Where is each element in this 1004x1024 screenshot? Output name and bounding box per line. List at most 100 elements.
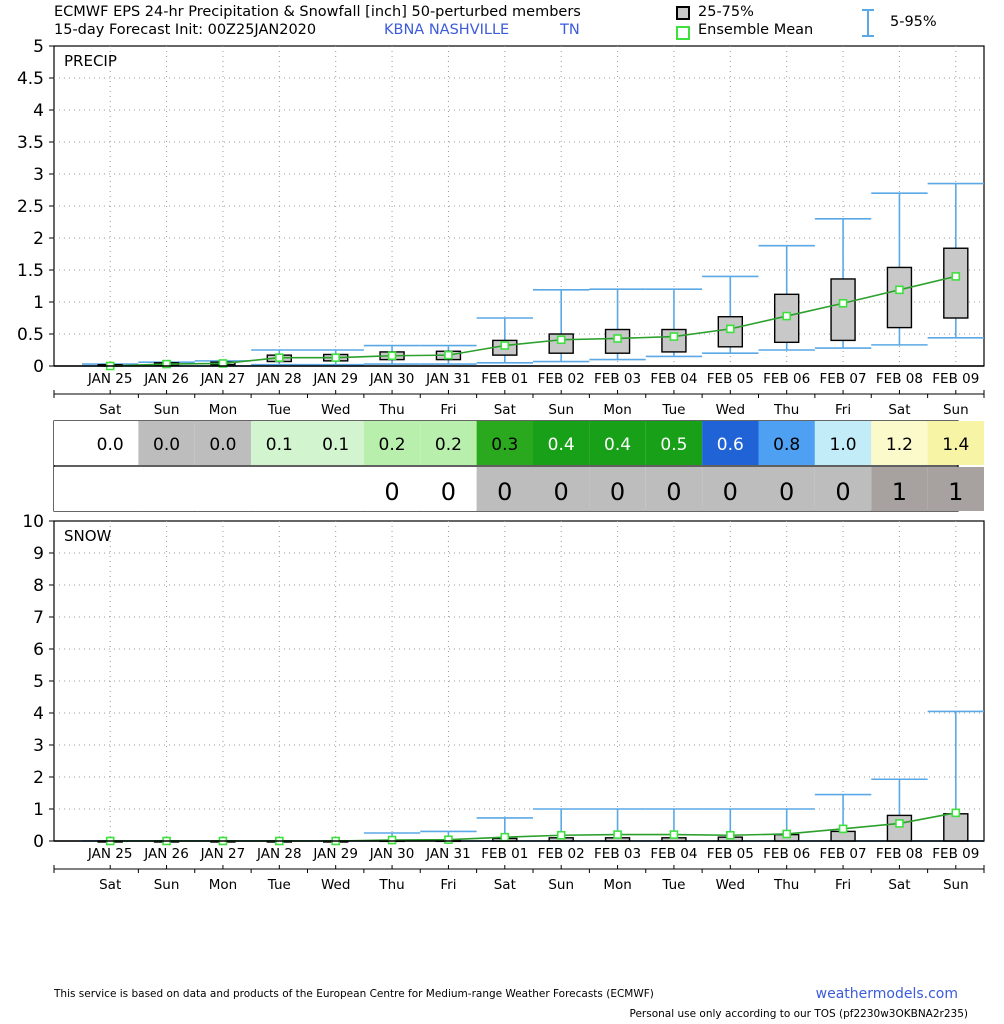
- precip-weekday-label: Tue: [661, 402, 685, 418]
- snow-mean-marker: [951, 808, 961, 818]
- snow-ytick-label: 10: [22, 512, 44, 532]
- snow-table-cell: [871, 467, 928, 511]
- snow-weekday-label: Sun: [154, 877, 180, 893]
- precip-date-label: FEB 07: [820, 371, 867, 387]
- chart-title: ECMWF EPS 24-hr Precipitation & Snowfall…: [54, 4, 581, 20]
- snow-table-cell: [307, 467, 364, 511]
- legend: 25-75% Ensemble Mean 5-95%: [676, 2, 996, 42]
- precip-table-cell: [363, 421, 421, 465]
- snow-ytick-label: 2: [33, 768, 44, 788]
- precip-mean-marker: [613, 334, 622, 343]
- whisker-legend-icon: [862, 9, 874, 37]
- footer-brand-link[interactable]: weathermodels.com: [815, 986, 958, 1002]
- precip-weekday-label: Thu: [378, 402, 404, 418]
- precip-table-cell: [194, 421, 252, 465]
- precip-mean-marker: [387, 351, 397, 361]
- snow-ytick-label: 4: [33, 704, 44, 724]
- precip-ytick-label: 0: [33, 357, 44, 377]
- snow-date-label: JAN 29: [312, 846, 358, 862]
- snow-weekday-label: Tue: [661, 877, 685, 893]
- precip-ytick-label: 0.5: [17, 325, 44, 345]
- precip-table-value: 0.8: [773, 435, 800, 455]
- precip-table-cell: [533, 421, 590, 465]
- snow-table-value: 0: [610, 478, 625, 506]
- precip-box: [717, 316, 744, 348]
- precip-ytick-label: 5: [33, 37, 44, 57]
- footer-disclaimer: This service is based on data and produc…: [54, 988, 654, 1000]
- precip-weekday-label: Sun: [548, 402, 574, 418]
- precip-ytick-label: 1: [33, 293, 44, 313]
- precip-table-cell: [138, 421, 195, 465]
- precip-mean-marker: [726, 324, 735, 334]
- snow-weekday-label: Wed: [716, 877, 745, 893]
- precip-table-value: 1.0: [830, 435, 857, 455]
- snow-weekday-label: Mon: [603, 877, 631, 893]
- precip-table-cell: [251, 421, 308, 465]
- precip-table-value: 0.0: [209, 435, 236, 455]
- precip-date-label: FEB 01: [481, 371, 528, 387]
- snow-weekday-label: Mon: [209, 877, 237, 893]
- snow-table-value: 0: [666, 478, 681, 506]
- mean-legend-label: Ensemble Mean: [698, 22, 814, 38]
- snow-table-cell: [645, 467, 703, 511]
- precip-table-value: 0.6: [717, 435, 744, 455]
- precip-mean-marker: [895, 285, 904, 295]
- snow-table-value: 0: [779, 478, 794, 506]
- value-tables: 0.0 0.0 0.0 0.1 0.1 0.2 0 0.2 0 0.3 0 0.4 0 0.4 0 0.5 0 0…: [53, 420, 984, 512]
- station-name: KBNA NASHVILLE: [384, 22, 510, 38]
- precip-mean-marker: [782, 311, 791, 321]
- precip-weekday-label: Sun: [154, 402, 180, 418]
- precip-date-label: JAN 26: [143, 371, 189, 387]
- precip-box: [830, 278, 856, 342]
- precip-table-value: 0.2: [435, 435, 462, 455]
- precip-weekday-label: Tue: [267, 402, 291, 418]
- precip-weekday-label: Sun: [943, 402, 969, 418]
- precip-table-cell: [476, 421, 533, 465]
- precip-table-value: 0.0: [97, 435, 124, 455]
- precip-weekday-label: Sat: [888, 402, 910, 418]
- precip-table-cell: [54, 421, 139, 465]
- precip-mean-marker: [275, 353, 284, 362]
- snow-mean-marker: [387, 835, 397, 845]
- snow-table-value: 0: [441, 478, 456, 506]
- snow-weekday-label: Sun: [943, 877, 969, 893]
- snow-date-label: FEB 06: [763, 846, 810, 862]
- snow-mean-line: [110, 812, 956, 842]
- precip-table-cell: [420, 421, 477, 465]
- precip-date-label: FEB 06: [763, 371, 810, 387]
- snow-ytick-label: 8: [33, 576, 44, 596]
- precip-date-label: FEB 08: [876, 371, 923, 387]
- mean-legend-icon: [676, 26, 690, 40]
- precip-table-cell: [927, 421, 984, 465]
- precip-ytick-label: 4: [33, 101, 44, 121]
- precip-ytick-label: 2: [33, 229, 44, 249]
- precip-ytick-label: 1.5: [17, 261, 44, 281]
- precip-ytick-label: 4.5: [17, 69, 44, 89]
- precip-ytick-label: 3.5: [17, 133, 44, 153]
- precip-mean-marker: [218, 359, 228, 368]
- station-state: TN: [560, 22, 580, 38]
- snow-table-cell: [476, 467, 533, 511]
- precip-date-label: JAN 29: [312, 371, 358, 387]
- precip-table-cell: [702, 421, 759, 465]
- snow-date-label: JAN 30: [369, 846, 415, 862]
- precip-mean-marker: [444, 350, 453, 360]
- precip-ytick-label: 2.5: [17, 197, 44, 217]
- precip-table-value: 0.0: [153, 435, 180, 455]
- precip-mean-marker: [951, 272, 961, 281]
- snow-ytick-label: 6: [33, 640, 44, 660]
- chart-subtitle: 15-day Forecast Init: 00Z25JAN2020: [54, 22, 317, 38]
- whisker-legend-label: 5-95%: [890, 14, 937, 30]
- snow-table-value: 0: [723, 478, 738, 506]
- snow-weekday-label: Wed: [321, 877, 350, 893]
- snow-ytick-label: 5: [33, 672, 44, 692]
- precip-mean-marker: [162, 359, 171, 369]
- snow-ytick-label: 3: [33, 736, 44, 756]
- snow-weekday-label: Thu: [773, 877, 799, 893]
- snow-table-cell: [420, 467, 477, 511]
- snow-weekday-label: Sat: [99, 877, 121, 893]
- snow-date-label: JAN 25: [87, 846, 133, 862]
- precip-mean-marker: [838, 298, 848, 308]
- snow-table-cell: [927, 467, 984, 511]
- precip-table-value: 0.5: [660, 435, 687, 455]
